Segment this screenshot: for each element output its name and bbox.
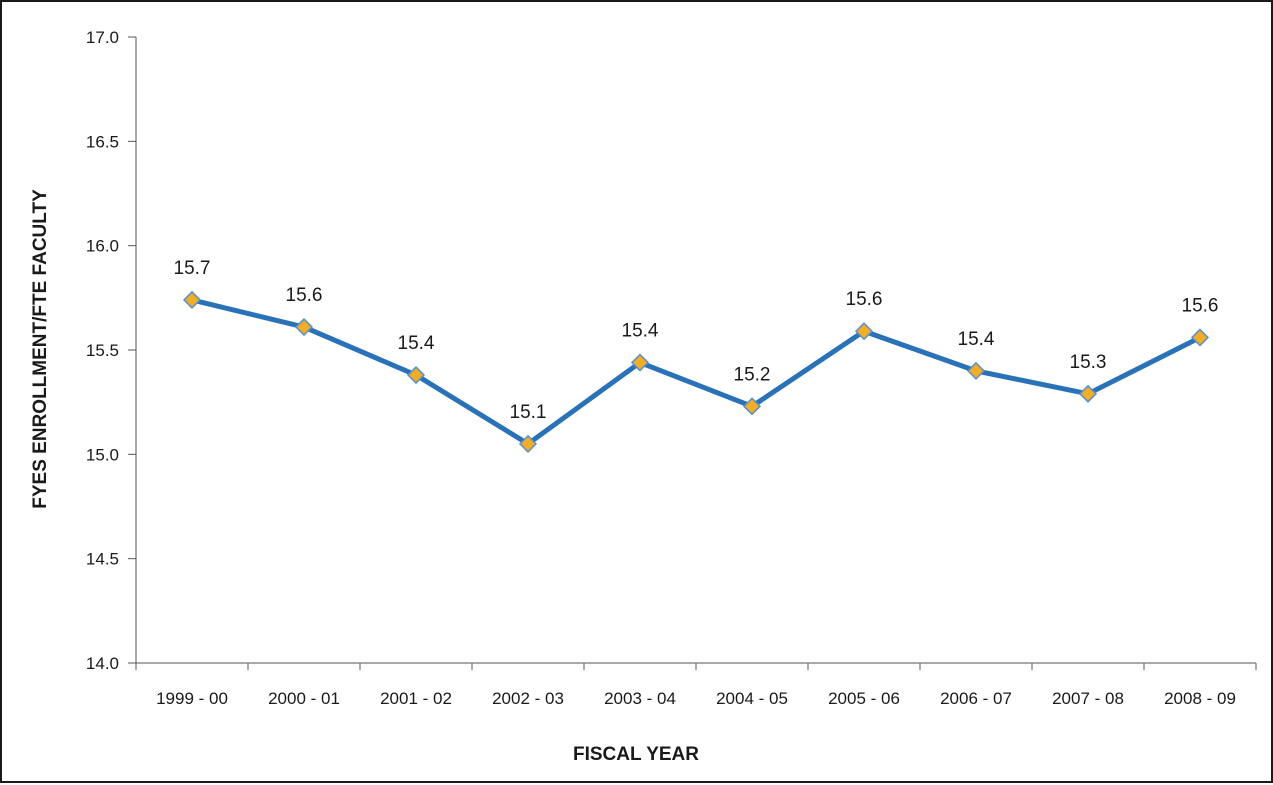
x-tick-label: 2001 - 02 [380,689,452,708]
series-line [192,300,1200,444]
x-tick-label: 2007 - 08 [1052,689,1124,708]
x-tick-label: 1999 - 00 [156,689,228,708]
x-tick-label: 2006 - 07 [940,689,1012,708]
data-point-marker [184,292,200,308]
x-tick-label: 2008 - 09 [1164,689,1236,708]
y-tick-label: 14.0 [86,654,119,673]
y-tick-label: 17.0 [86,28,119,47]
data-label: 15.4 [398,333,435,354]
data-label: 15.6 [846,289,883,310]
x-tick-label: 2004 - 05 [716,689,788,708]
x-tick-label: 2003 - 04 [604,689,676,708]
x-axis-ticks: 1999 - 00 2000 - 01 2001 - 02 2002 - 03 2003… [136,663,1256,708]
data-label: 15.2 [734,364,771,385]
y-tick-label: 15.5 [86,341,119,360]
x-tick-label: 2002 - 03 [492,689,564,708]
y-tick-label: 16.0 [86,237,119,256]
y-tick-label: 14.5 [86,550,119,569]
data-point-marker [296,319,312,335]
data-label: 15.6 [286,285,323,306]
data-label: 15.7 [174,258,211,279]
data-label: 15.4 [622,321,659,342]
data-label: 15.4 [958,329,995,350]
x-tick-label: 2000 - 01 [268,689,340,708]
data-label: 15.1 [510,402,547,423]
data-label: 15.6 [1182,295,1219,316]
data-label: 15.3 [1070,352,1107,373]
y-axis-title: FYES ENROLLMENT/FTE FACULTY [30,189,51,509]
data-point-marker [968,363,984,379]
y-axis-ticks: 14.0 14.5 15.0 15.5 16.0 16.5 17.0 [86,28,136,673]
axes [136,37,1256,663]
series-group [184,292,1208,452]
y-tick-label: 16.5 [86,132,119,151]
x-tick-label: 2005 - 06 [828,689,900,708]
y-tick-label: 15.0 [86,445,119,464]
x-axis-title: FISCAL YEAR [573,744,699,765]
